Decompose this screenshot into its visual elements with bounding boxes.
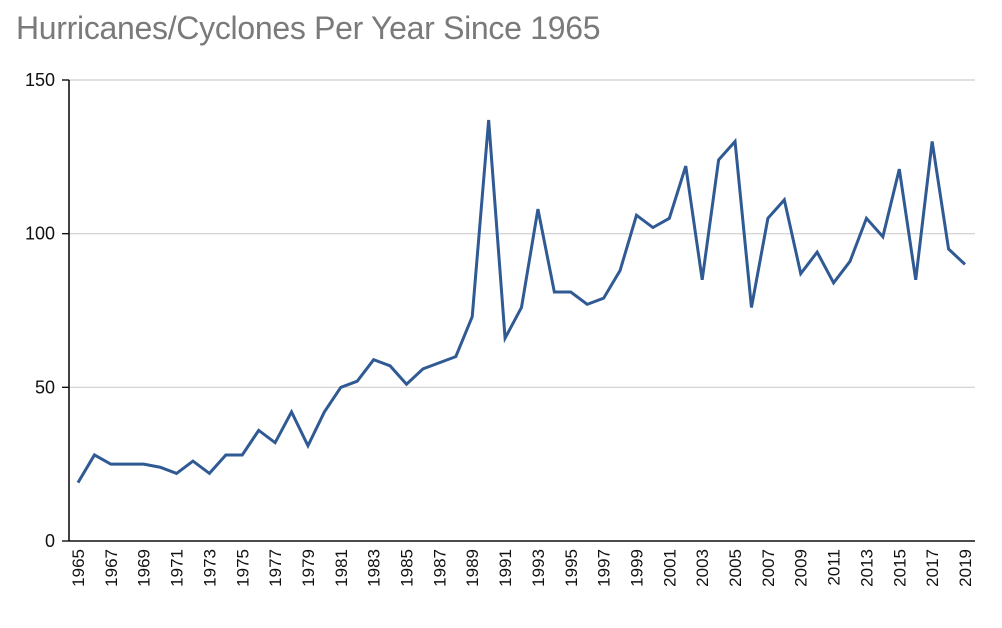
y-tick-label: 50: [35, 377, 55, 397]
x-tick-label: 1965: [69, 549, 88, 587]
x-tick-label: 1983: [365, 549, 384, 587]
x-tick-label: 1997: [595, 549, 614, 587]
x-tick-label: 1993: [529, 549, 548, 587]
x-tick-label: 1979: [299, 549, 318, 587]
y-tick-label: 100: [25, 224, 55, 244]
series: [76, 119, 967, 484]
x-tick-label: 1991: [496, 549, 515, 587]
x-tick-label: 2001: [660, 549, 679, 587]
x-tick-label: 1999: [627, 549, 646, 587]
chart-title: Hurricanes/Cyclones Per Year Since 1965: [16, 10, 601, 46]
x-tick-label: 1969: [135, 549, 154, 587]
x-tick-label: 2009: [792, 549, 811, 587]
y-tick-label: 0: [45, 531, 55, 551]
x-tick-label: 1967: [102, 549, 121, 587]
x-tick-label: 2013: [857, 549, 876, 587]
grid-lines: [69, 79, 975, 388]
x-tick-label: 1971: [168, 549, 187, 587]
x-tick-label: 1987: [430, 549, 449, 587]
x-tick-label: 2019: [956, 549, 975, 587]
x-tick-label: 1981: [332, 549, 351, 587]
series-line: [76, 119, 967, 484]
x-tick-label: 1989: [463, 549, 482, 587]
x-tick-label: 2005: [726, 549, 745, 587]
x-tick-label: 1995: [562, 549, 581, 587]
x-tick-label: 2011: [825, 549, 844, 586]
x-tick-label: 1977: [266, 549, 285, 587]
x-tick-label: 1985: [398, 549, 417, 587]
y-tick-labels: 0 50 100 150: [25, 70, 55, 551]
x-tick-labels: 1965 1967 1969 1971 1973 1975 1977 1979 1981 1983…: [69, 549, 975, 587]
x-tick-label: 2003: [693, 549, 712, 587]
x-tick-label: 1973: [200, 549, 219, 587]
y-tick-label: 150: [25, 70, 55, 90]
x-tick-label: 1975: [233, 549, 252, 587]
x-tick-label: 2007: [759, 549, 778, 587]
axes: [62, 79, 975, 542]
x-tick-label: 2015: [890, 549, 909, 587]
x-tick-label: 2017: [923, 549, 942, 587]
